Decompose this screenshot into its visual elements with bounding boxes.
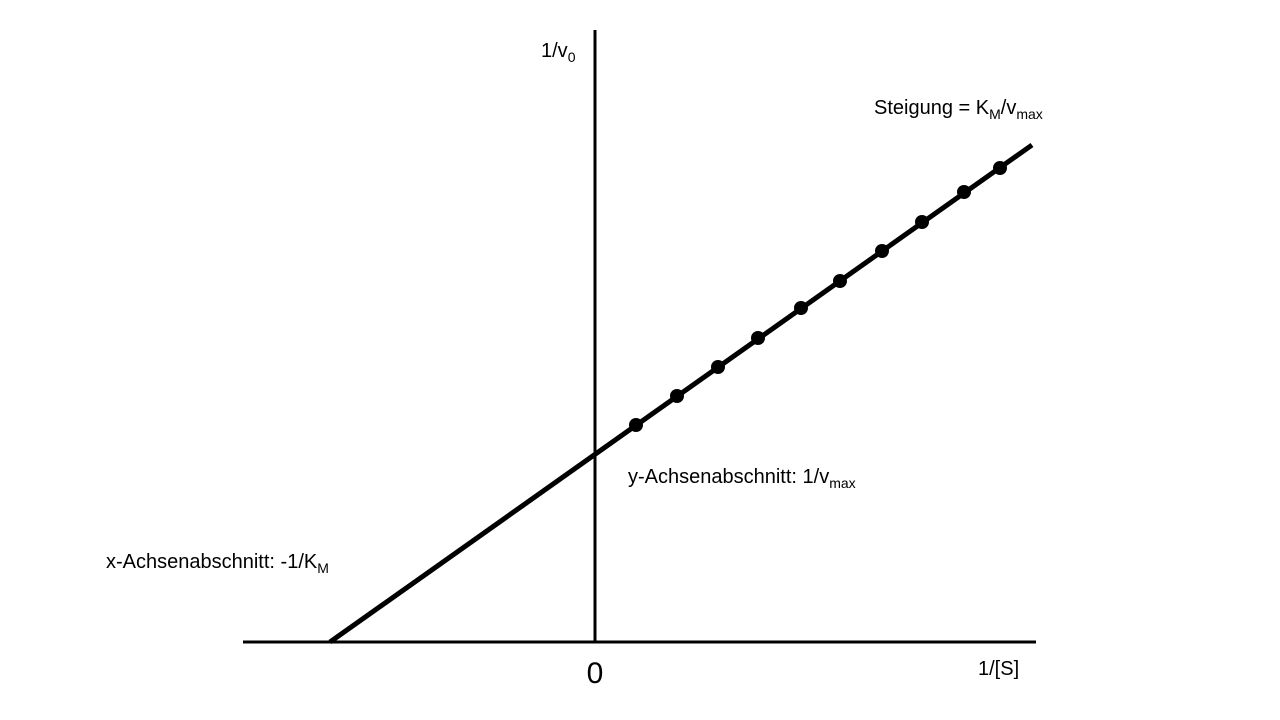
point [670,389,684,403]
subscript: max [1016,106,1042,122]
point [833,274,847,288]
point [629,418,643,432]
origin-label: 0 [587,657,604,690]
point [794,301,808,315]
x-intercept-annotation: x-Achsenabschnitt: -1/KM [106,551,329,576]
text-part: 1/v [541,40,568,62]
subscript: M [317,560,329,576]
point [915,215,929,229]
subscript: max [829,475,855,491]
text-part: x-Achsenabschnitt: -1/K [106,551,318,573]
point [957,185,971,199]
subscript: 0 [568,49,576,65]
y-intercept-annotation: y-Achsenabschnitt: 1/vmax [628,466,856,491]
point [993,161,1007,175]
point [875,244,889,258]
subscript: M [989,106,1001,122]
text-part: y-Achsenabschnitt: 1/v [628,466,829,488]
data-points [629,161,1007,432]
text-part: /v [1001,97,1017,119]
y-axis-label: 1/v0 [541,40,576,65]
point [751,331,765,345]
slope-annotation: Steigung = KM/vmax [874,97,1043,122]
x-axis-label: 1/[S] [978,658,1019,680]
point [711,360,725,374]
text-part: Steigung = K [874,97,990,119]
